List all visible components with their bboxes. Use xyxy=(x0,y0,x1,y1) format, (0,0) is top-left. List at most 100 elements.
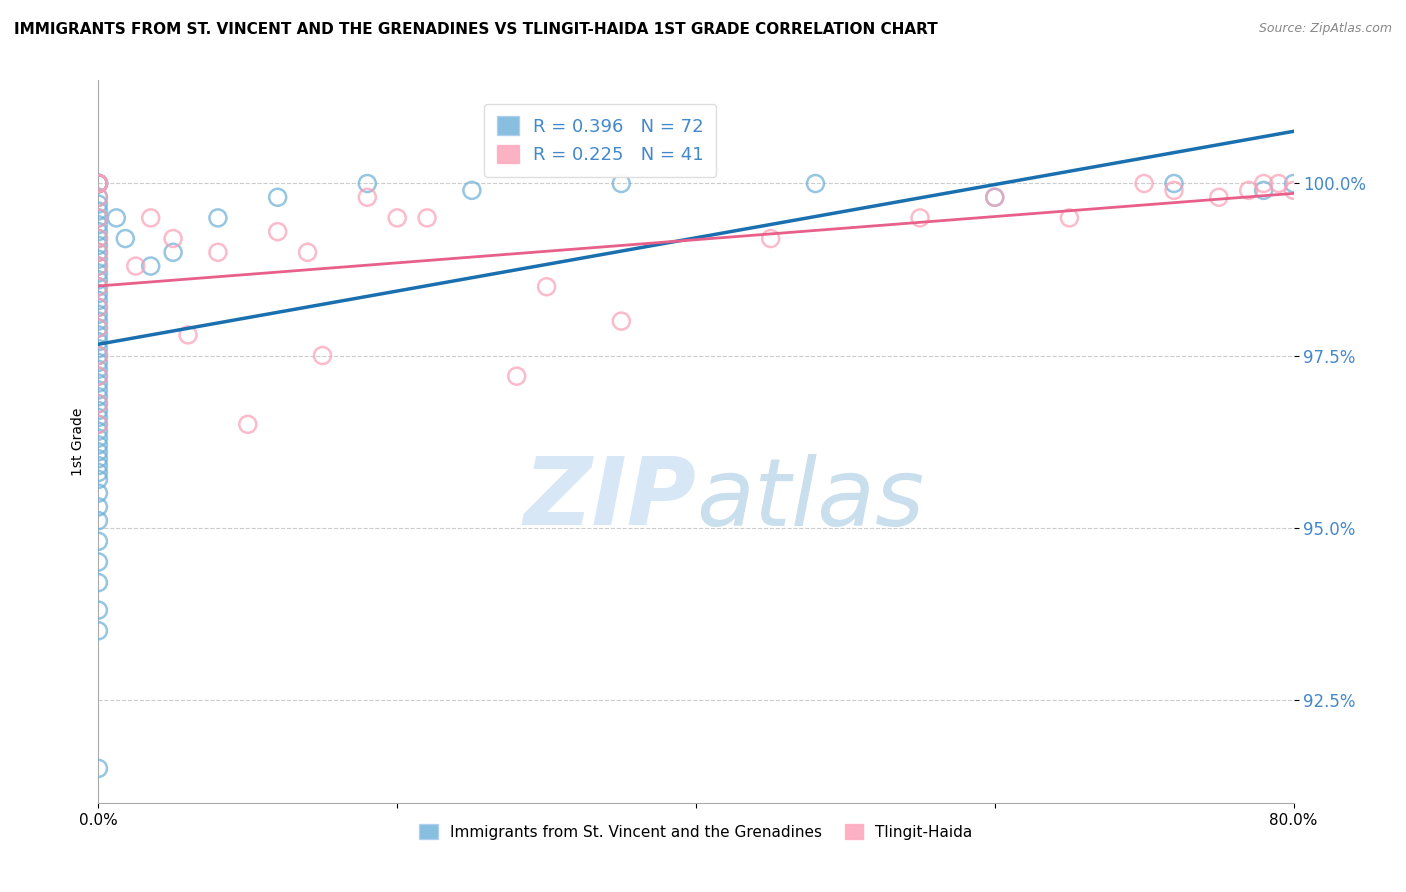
Point xyxy=(87,211,110,225)
Point xyxy=(87,624,110,638)
Point xyxy=(87,451,110,466)
Point xyxy=(1282,177,1305,191)
Point xyxy=(87,390,110,404)
Point xyxy=(267,190,290,204)
Point xyxy=(87,245,110,260)
Point xyxy=(87,177,110,191)
Point xyxy=(87,349,110,363)
Point xyxy=(87,397,110,411)
Point xyxy=(87,431,110,445)
Point xyxy=(87,266,110,280)
Point xyxy=(87,466,110,480)
Point xyxy=(87,362,110,376)
Point xyxy=(87,259,110,273)
Text: IMMIGRANTS FROM ST. VINCENT AND THE GRENADINES VS TLINGIT-HAIDA 1ST GRADE CORREL: IMMIGRANTS FROM ST. VINCENT AND THE GREN… xyxy=(14,22,938,37)
Point xyxy=(87,231,110,245)
Point xyxy=(87,273,110,287)
Point xyxy=(87,218,110,232)
Point xyxy=(87,252,110,267)
Point xyxy=(87,177,110,191)
Point xyxy=(610,314,633,328)
Point xyxy=(87,197,110,211)
Point xyxy=(1163,183,1185,197)
Point xyxy=(87,231,110,245)
Point xyxy=(87,603,110,617)
Point xyxy=(87,575,110,590)
Point xyxy=(1059,211,1081,225)
Point xyxy=(87,321,110,335)
Point xyxy=(804,177,827,191)
Point xyxy=(87,301,110,315)
Point xyxy=(87,177,110,191)
Point xyxy=(87,204,110,219)
Point xyxy=(87,397,110,411)
Point xyxy=(236,417,259,432)
Point xyxy=(87,349,110,363)
Point xyxy=(87,369,110,384)
Point xyxy=(114,231,136,245)
Point xyxy=(87,177,110,191)
Point xyxy=(87,534,110,549)
Point xyxy=(356,177,378,191)
Point xyxy=(87,286,110,301)
Point xyxy=(87,177,110,191)
Point xyxy=(87,279,110,293)
Point xyxy=(87,486,110,500)
Point xyxy=(87,500,110,514)
Point xyxy=(759,231,782,245)
Point xyxy=(908,211,931,225)
Point xyxy=(139,259,162,273)
Point xyxy=(87,376,110,390)
Point xyxy=(87,177,110,191)
Point xyxy=(87,177,110,191)
Point xyxy=(87,177,110,191)
Point xyxy=(207,245,229,260)
Point xyxy=(162,231,184,245)
Point xyxy=(87,225,110,239)
Point xyxy=(87,177,110,191)
Point xyxy=(87,403,110,417)
Point xyxy=(87,245,110,260)
Point xyxy=(1253,183,1275,197)
Point xyxy=(1163,177,1185,191)
Point xyxy=(87,369,110,384)
Legend: Immigrants from St. Vincent and the Grenadines, Tlingit-Haida: Immigrants from St. Vincent and the Gren… xyxy=(413,818,979,846)
Point xyxy=(105,211,128,225)
Point xyxy=(536,279,558,293)
Point xyxy=(297,245,319,260)
Point xyxy=(87,424,110,438)
Point xyxy=(87,761,110,775)
Point xyxy=(177,327,200,342)
Point xyxy=(87,177,110,191)
Text: ZIP: ZIP xyxy=(523,453,696,545)
Point xyxy=(311,349,333,363)
Point xyxy=(87,383,110,397)
Point xyxy=(87,321,110,335)
Point xyxy=(1237,183,1260,197)
Point xyxy=(125,259,148,273)
Point xyxy=(87,190,110,204)
Point xyxy=(385,211,409,225)
Point xyxy=(267,225,290,239)
Point xyxy=(87,355,110,369)
Point xyxy=(1133,177,1156,191)
Point xyxy=(356,190,378,204)
Point xyxy=(87,259,110,273)
Point xyxy=(87,555,110,569)
Point xyxy=(87,472,110,486)
Point xyxy=(416,211,439,225)
Point xyxy=(1282,183,1305,197)
Point xyxy=(87,417,110,432)
Point xyxy=(87,307,110,321)
Point xyxy=(1253,177,1275,191)
Point xyxy=(87,293,110,308)
Point xyxy=(87,314,110,328)
Point xyxy=(87,410,110,425)
Y-axis label: 1st Grade: 1st Grade xyxy=(70,408,84,475)
Point xyxy=(87,327,110,342)
Point xyxy=(87,279,110,293)
Point xyxy=(984,190,1007,204)
Point xyxy=(87,211,110,225)
Point xyxy=(87,190,110,204)
Point xyxy=(1267,177,1289,191)
